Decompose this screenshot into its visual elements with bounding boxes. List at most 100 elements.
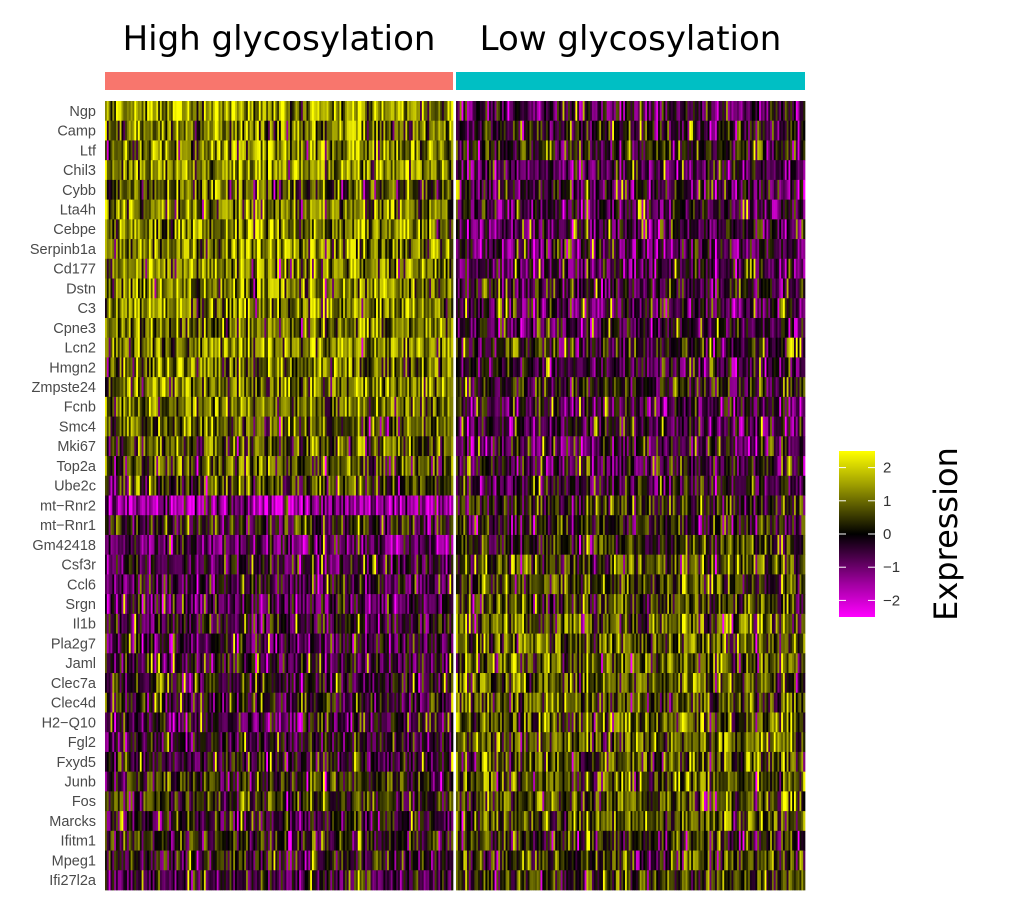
heatmap-cell [240,179,243,200]
heatmap-cell [365,515,368,536]
heatmap-cell [277,515,280,536]
heatmap-cell [192,219,196,240]
heatmap-cell [229,258,232,279]
heatmap-cell [134,278,137,299]
heatmap-cell [121,258,124,279]
heatmap-cell [112,515,115,536]
heatmap-cell [350,219,353,240]
heatmap-cell [130,317,133,339]
heatmap-cell [451,377,454,398]
heatmap-cell [203,515,207,536]
heatmap-cell [180,160,183,181]
heatmap-cell [376,101,379,122]
heatmap-cell [148,337,152,358]
heatmap-cell [202,317,205,339]
heatmap-cell [156,554,159,575]
heatmap-cell [170,140,174,161]
heatmap-cell [365,278,368,299]
heatmap-cell [418,475,421,496]
heatmap-cell [302,120,305,141]
heatmap-cell [383,298,386,319]
heatmap-cell [374,357,377,378]
heatmap-cell [233,416,236,437]
heatmap-cell [209,239,212,260]
heatmap-cell [156,416,159,437]
heatmap-cell [183,475,186,496]
heatmap-cell [271,317,274,339]
heatmap-cell [158,377,161,398]
heatmap-cell [421,179,425,200]
heatmap-cell [244,377,247,398]
heatmap-cell [137,160,141,181]
heatmap-cell [321,475,324,496]
heatmap-cell [451,199,454,220]
heatmap-cell [134,475,137,496]
heatmap-cell [333,377,337,398]
heatmap-cell [119,456,122,477]
heatmap-cell [225,219,229,240]
heatmap-cell [379,179,382,200]
heatmap-cell [372,416,375,437]
heatmap-cell [108,475,111,496]
heatmap-cell [343,554,346,575]
heatmap-cell [374,554,377,575]
heatmap-cell [145,456,148,477]
heatmap-cell [449,495,452,516]
heatmap-cell [227,120,230,141]
heatmap-cell [379,160,382,181]
heatmap-cell [105,199,108,220]
heatmap-cell [295,239,298,260]
heatmap-cell [207,101,210,122]
heatmap-cell [143,377,146,398]
heatmap-cell [447,475,450,496]
heatmap-cell [398,416,401,437]
heatmap-cell [315,199,318,220]
heatmap-cell [416,140,419,161]
heatmap-cell [152,396,155,417]
heatmap-cell [105,613,108,634]
heatmap-cell [348,298,351,319]
heatmap-cell [251,219,254,240]
heatmap-cell [170,377,174,398]
heatmap-cell [161,120,164,141]
heatmap-cell [163,298,166,319]
heatmap-cell [181,396,185,417]
heatmap-cell [198,337,201,358]
heatmap-cell [268,594,271,615]
heatmap-cell [333,258,337,279]
heatmap-cell [251,436,254,457]
heatmap-cell [220,416,223,437]
heatmap-cell [145,199,148,220]
heatmap-cell [324,120,327,141]
heatmap-cell [390,534,393,556]
heatmap-cell [183,396,186,417]
heatmap-cell [163,554,166,575]
heatmap-cell [145,219,148,240]
heatmap-cell [136,377,139,398]
heatmap-cell [332,160,335,181]
heatmap-cell [321,554,324,575]
heatmap-cell [387,357,390,378]
heatmap-cell [255,416,258,437]
heatmap-cell [344,239,348,260]
heatmap-cell [112,258,115,279]
heatmap-cell [355,101,359,122]
heatmap-cell [167,239,170,260]
heatmap-cell [304,298,307,319]
heatmap-cell [258,456,262,477]
heatmap-cell [420,436,423,457]
heatmap-cell [192,377,196,398]
heatmap-cell [420,298,423,319]
heatmap-cell [315,456,318,477]
heatmap-cell [438,258,441,279]
heatmap-cell [141,179,144,200]
heatmap-cell [311,337,315,358]
heatmap-cell [244,120,247,141]
heatmap-cell [427,120,430,141]
heatmap-cell [238,120,241,141]
heatmap-cell [137,456,141,477]
heatmap-cell [218,396,221,417]
heatmap-cell [121,554,124,575]
heatmap-cell [231,554,234,575]
heatmap-cell [326,436,329,457]
